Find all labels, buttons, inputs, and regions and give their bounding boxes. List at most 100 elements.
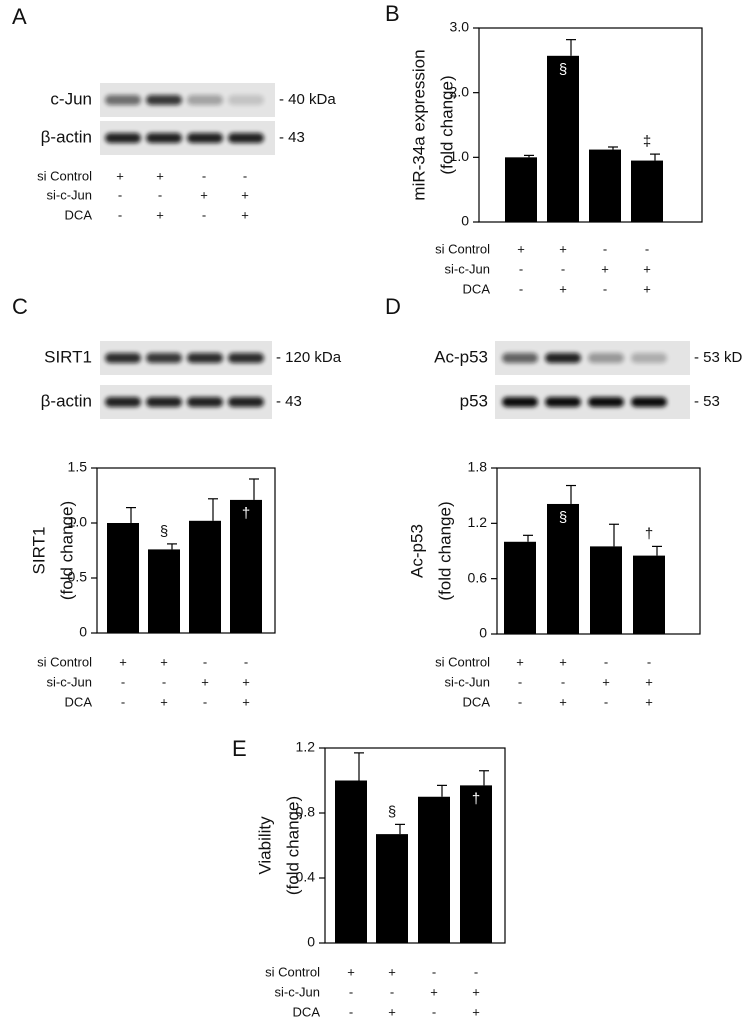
condition-sign: + xyxy=(559,654,567,669)
condition-sign: + xyxy=(472,1004,480,1019)
bar xyxy=(148,549,180,633)
y-axis-label: Ac-p53 xyxy=(407,524,426,578)
y-tick-label: 0 xyxy=(79,624,87,640)
significance-marker: † xyxy=(242,505,250,522)
significance-marker: § xyxy=(559,61,567,78)
y-tick-label: 1.0 xyxy=(68,514,88,530)
blot-band xyxy=(105,95,141,105)
condition-label: si Control xyxy=(37,168,92,183)
protein-label: β-actin xyxy=(41,127,92,146)
blot-band xyxy=(228,133,264,143)
blot-band xyxy=(105,133,141,143)
size-label: - 43 xyxy=(276,393,302,410)
condition-sign: - xyxy=(474,964,478,979)
condition-label: DCA xyxy=(463,281,491,296)
bar xyxy=(418,796,450,943)
condition-sign: + xyxy=(242,694,250,709)
significance-marker: † xyxy=(472,790,480,807)
condition-sign: - xyxy=(561,674,565,689)
condition-sign: - xyxy=(603,241,607,256)
blot-band xyxy=(631,397,667,407)
y-axis-unit: (fold change) xyxy=(57,501,76,600)
blot-band xyxy=(631,353,667,363)
condition-sign: - xyxy=(202,168,206,183)
condition-sign: + xyxy=(201,674,209,689)
protein-label: Ac-p53 xyxy=(434,347,488,366)
condition-sign: - xyxy=(432,1004,436,1019)
condition-sign: + xyxy=(241,187,249,202)
y-axis-label: Viability xyxy=(255,816,274,875)
y-tick-label: 1.2 xyxy=(296,739,316,755)
blot-band xyxy=(502,397,538,407)
condition-sign: + xyxy=(200,187,208,202)
condition-sign: - xyxy=(561,261,565,276)
condition-sign: + xyxy=(241,207,249,222)
panel-label: D xyxy=(385,294,401,319)
size-label: - 40 kDa xyxy=(279,91,336,108)
condition-sign: - xyxy=(118,207,122,222)
bar xyxy=(633,555,665,634)
bar xyxy=(107,523,139,633)
significance-marker: † xyxy=(645,525,653,542)
condition-sign: - xyxy=(645,241,649,256)
y-tick-label: 0 xyxy=(461,213,469,229)
condition-label: DCA xyxy=(65,694,93,709)
condition-sign: - xyxy=(519,281,523,296)
condition-sign: + xyxy=(156,207,164,222)
condition-sign: - xyxy=(118,187,122,202)
condition-sign: + xyxy=(156,168,164,183)
condition-sign: + xyxy=(517,241,525,256)
y-tick-label: 3.0 xyxy=(450,19,470,35)
condition-label: si-c-Jun xyxy=(444,261,490,276)
condition-sign: - xyxy=(162,674,166,689)
panel-label: E xyxy=(232,736,247,761)
condition-label: si Control xyxy=(435,241,490,256)
blot-band xyxy=(228,397,264,407)
plot-frame xyxy=(96,467,276,634)
bar xyxy=(189,520,221,633)
blot-band xyxy=(146,95,182,105)
condition-sign: + xyxy=(160,654,168,669)
condition-sign: + xyxy=(516,654,524,669)
condition-sign: - xyxy=(390,984,394,999)
bar xyxy=(460,785,492,943)
blot-band xyxy=(545,397,581,407)
panel-label: A xyxy=(12,4,27,29)
condition-sign: + xyxy=(643,281,651,296)
condition-sign: - xyxy=(432,964,436,979)
blot-band xyxy=(588,353,624,363)
y-tick-label: 1.8 xyxy=(468,459,488,475)
protein-label: p53 xyxy=(460,391,488,410)
condition-label: si Control xyxy=(435,654,490,669)
y-tick-label: 0.6 xyxy=(468,569,488,585)
condition-sign: + xyxy=(388,964,396,979)
bar xyxy=(505,157,537,222)
protein-label: c-Jun xyxy=(50,89,92,108)
bar xyxy=(335,780,367,943)
protein-label: β-actin xyxy=(41,391,92,410)
condition-sign: - xyxy=(518,674,522,689)
condition-label: DCA xyxy=(463,694,491,709)
blot-band xyxy=(146,353,182,363)
condition-sign: - xyxy=(202,207,206,222)
bar xyxy=(547,55,579,222)
blot-band xyxy=(105,353,141,363)
protein-label: SIRT1 xyxy=(44,347,92,366)
y-axis-unit: (fold change) xyxy=(283,796,302,895)
blot-band xyxy=(105,397,141,407)
panel-label: B xyxy=(385,1,400,26)
condition-label: DCA xyxy=(65,207,93,222)
condition-sign: + xyxy=(116,168,124,183)
condition-sign: - xyxy=(518,694,522,709)
condition-sign: + xyxy=(388,1004,396,1019)
y-tick-label: 1.0 xyxy=(450,148,470,164)
condition-label: si-c-Jun xyxy=(46,674,92,689)
y-tick-label: 0 xyxy=(479,625,487,641)
condition-sign: - xyxy=(604,694,608,709)
condition-label: si-c-Jun xyxy=(46,187,92,202)
condition-sign: - xyxy=(203,654,207,669)
condition-sign: + xyxy=(559,694,567,709)
condition-sign: + xyxy=(602,674,610,689)
size-label: - 120 kDa xyxy=(276,349,342,366)
